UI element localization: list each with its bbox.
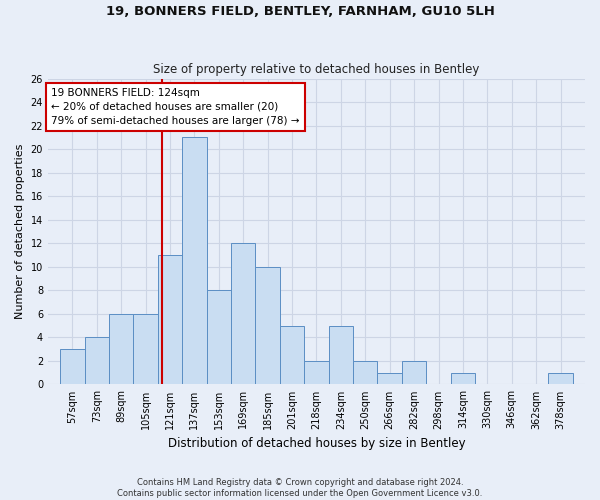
Text: Contains HM Land Registry data © Crown copyright and database right 2024.
Contai: Contains HM Land Registry data © Crown c… <box>118 478 482 498</box>
Bar <box>60 349 85 384</box>
Bar <box>133 314 158 384</box>
X-axis label: Distribution of detached houses by size in Bentley: Distribution of detached houses by size … <box>167 437 465 450</box>
Bar <box>158 255 182 384</box>
Bar <box>182 138 206 384</box>
Bar <box>304 361 329 384</box>
Y-axis label: Number of detached properties: Number of detached properties <box>15 144 25 319</box>
Bar <box>329 326 353 384</box>
Bar <box>85 338 109 384</box>
Bar <box>109 314 133 384</box>
Bar <box>451 372 475 384</box>
Bar <box>280 326 304 384</box>
Text: 19, BONNERS FIELD, BENTLEY, FARNHAM, GU10 5LH: 19, BONNERS FIELD, BENTLEY, FARNHAM, GU1… <box>106 5 494 18</box>
Bar <box>377 372 402 384</box>
Text: 19 BONNERS FIELD: 124sqm
← 20% of detached houses are smaller (20)
79% of semi-d: 19 BONNERS FIELD: 124sqm ← 20% of detach… <box>51 88 299 126</box>
Bar <box>402 361 427 384</box>
Bar <box>206 290 231 384</box>
Bar <box>353 361 377 384</box>
Bar <box>231 244 256 384</box>
Bar <box>548 372 573 384</box>
Bar <box>256 267 280 384</box>
Title: Size of property relative to detached houses in Bentley: Size of property relative to detached ho… <box>153 63 479 76</box>
